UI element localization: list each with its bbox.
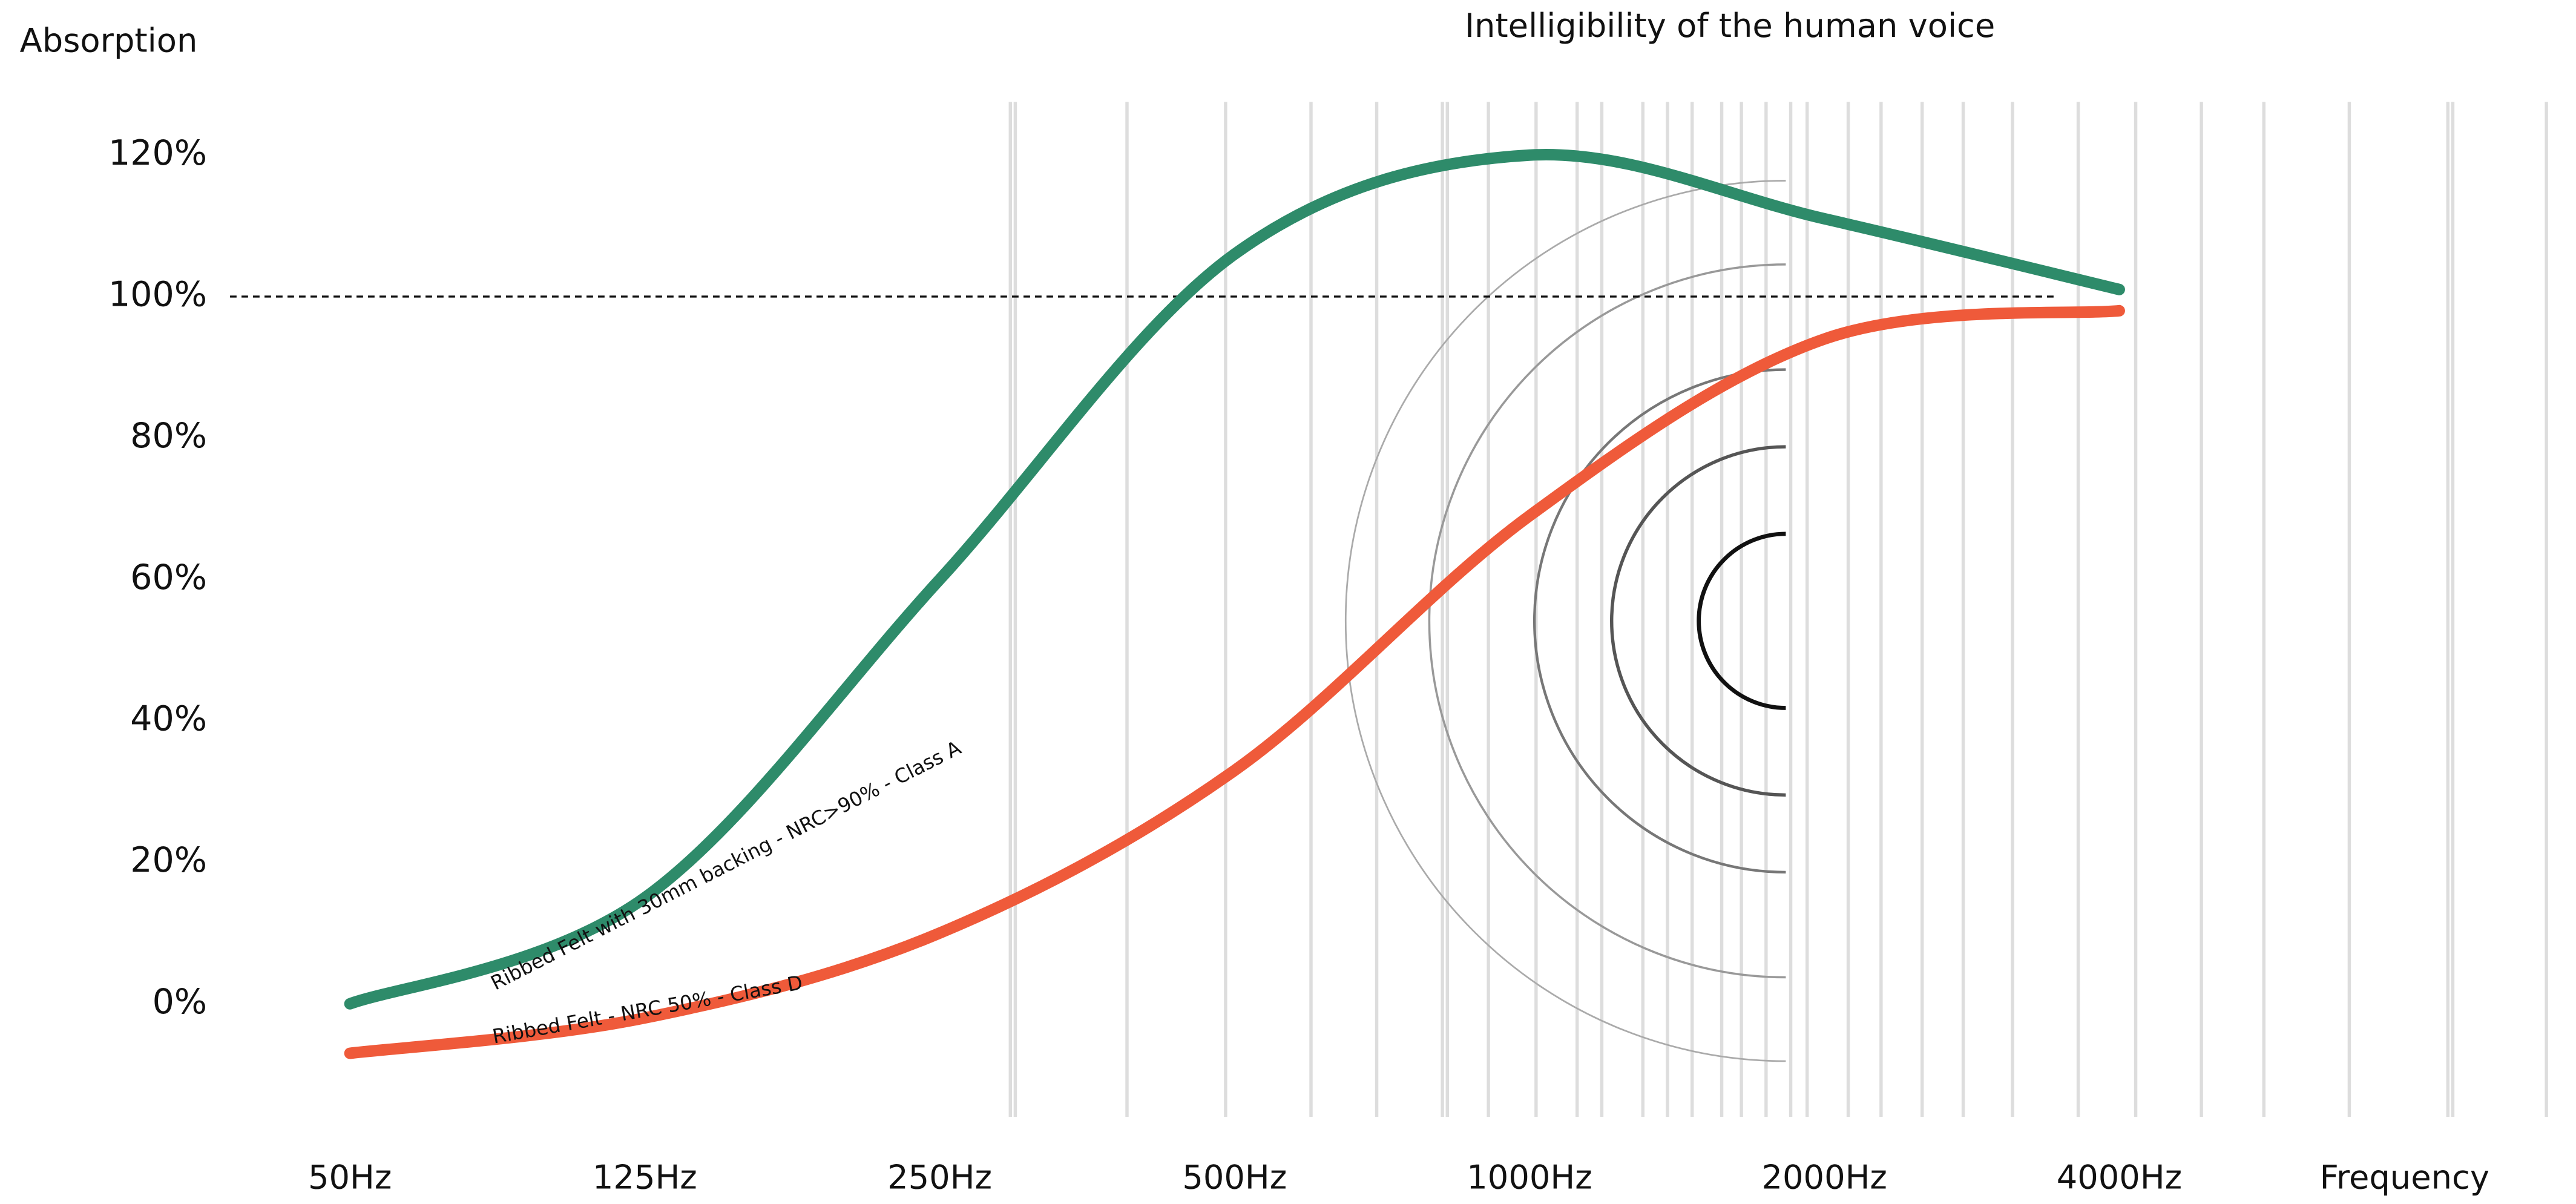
x-tick-label: 500Hz bbox=[1182, 1158, 1287, 1196]
chart-title: Intelligibility of the human voice bbox=[1465, 7, 1995, 45]
x-axis-label: Frequency bbox=[2320, 1158, 2489, 1196]
x-tick-label: 125Hz bbox=[593, 1158, 697, 1196]
y-tick-label: 120% bbox=[108, 133, 207, 173]
sound-arc bbox=[1610, 445, 1786, 797]
decoration bbox=[1008, 102, 2548, 1117]
y-tick-label: 40% bbox=[130, 699, 207, 739]
x-tick-label: 4000Hz bbox=[2057, 1158, 2182, 1196]
x-tick-label: 250Hz bbox=[887, 1158, 992, 1196]
sound-arc bbox=[1697, 531, 1786, 710]
y-tick-label: 0% bbox=[153, 982, 207, 1022]
x-tick-label: 1000Hz bbox=[1467, 1158, 1592, 1196]
sound-arc bbox=[1344, 180, 1786, 1062]
y-tick-label: 20% bbox=[130, 840, 207, 880]
y-tick-label: 60% bbox=[130, 558, 207, 597]
series-label: Ribbed Felt - NRC 50% - Class D bbox=[491, 971, 804, 1048]
series-line bbox=[344, 304, 2125, 1059]
x-tick-label: 2000Hz bbox=[1761, 1158, 1887, 1196]
sound-arc bbox=[1428, 263, 1786, 979]
sound-arc bbox=[1533, 368, 1786, 874]
y-tick-label: 100% bbox=[108, 275, 207, 315]
y-tick-label: 80% bbox=[130, 416, 207, 456]
series-line bbox=[344, 148, 2125, 1010]
y-axis-label: Absorption bbox=[20, 22, 198, 60]
x-tick-label: 50Hz bbox=[308, 1158, 392, 1196]
